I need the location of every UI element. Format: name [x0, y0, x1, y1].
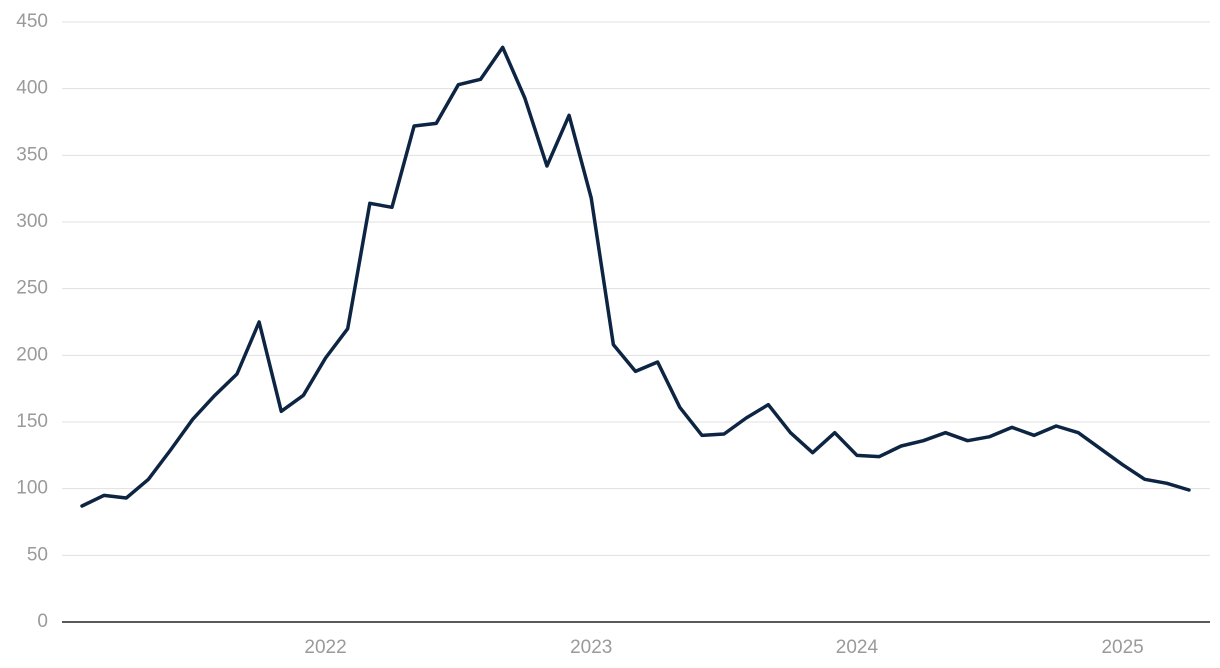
x-tick-label: 2025 — [1101, 637, 1143, 658]
y-tick-label: 200 — [16, 344, 48, 365]
y-tick-label: 250 — [16, 278, 48, 299]
x-tick-label: 2024 — [836, 637, 879, 658]
y-tick-label: 150 — [16, 411, 48, 432]
y-tick-label: 450 — [16, 11, 48, 32]
y-tick-label: 50 — [27, 544, 48, 565]
y-tick-label: 300 — [16, 211, 48, 232]
y-tick-label: 400 — [16, 78, 48, 99]
line-series — [80, 45, 1191, 508]
y-tick-label: 350 — [16, 144, 48, 165]
y-tick-label: 100 — [16, 478, 48, 499]
x-tick-label: 2022 — [304, 637, 346, 658]
y-tick-label: 0 — [37, 611, 48, 632]
x-tick-label: 2023 — [570, 637, 612, 658]
